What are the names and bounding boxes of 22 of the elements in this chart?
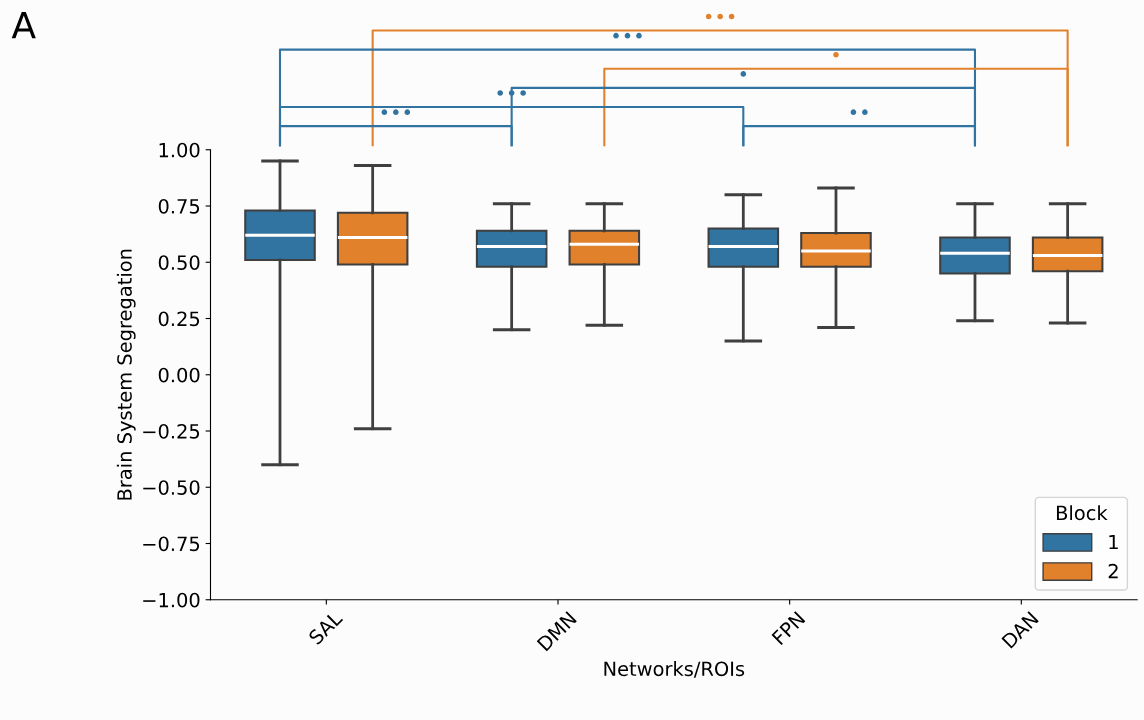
y-tick-label: 0.00 bbox=[158, 367, 200, 383]
y-tick-label: −1.00 bbox=[143, 592, 200, 608]
y-tick-label: 1.00 bbox=[159, 142, 200, 158]
y-tick-label: 0.50 bbox=[158, 255, 200, 270]
x-tick-label: SAL bbox=[307, 609, 344, 646]
y-axis-title: Brain System Segregation bbox=[116, 249, 136, 500]
y-tick-label: −0.75 bbox=[143, 536, 200, 552]
y-tick-label: −0.50 bbox=[143, 480, 200, 495]
text: • bbox=[833, 51, 839, 58]
y-tick-label: 0.25 bbox=[158, 311, 200, 327]
legend-title: Block bbox=[1056, 505, 1108, 521]
text: ••• bbox=[613, 32, 642, 39]
legend-label: 1 bbox=[1109, 534, 1118, 550]
text: ••• bbox=[705, 13, 735, 20]
y-tick-label: −0.25 bbox=[143, 423, 200, 439]
legend-label: 2 bbox=[1108, 563, 1118, 579]
text: ••• bbox=[381, 109, 411, 115]
y-tick-label: 0.75 bbox=[158, 198, 200, 214]
x-axis-title: Networks/ROIs bbox=[604, 661, 745, 678]
text: •• bbox=[850, 109, 868, 115]
text: A bbox=[11, 11, 36, 39]
text: • bbox=[740, 71, 747, 77]
